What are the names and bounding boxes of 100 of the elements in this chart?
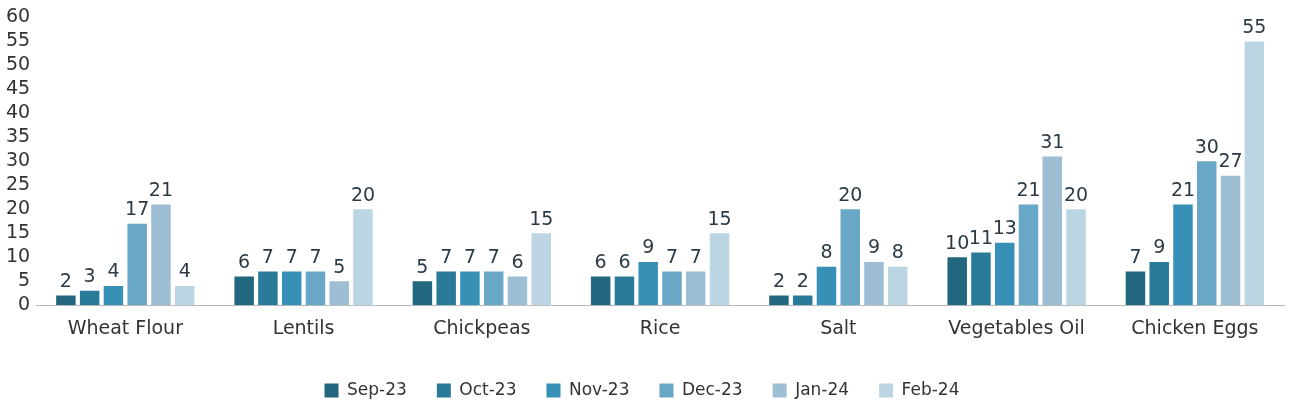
data-label: 9	[867, 235, 881, 258]
bar	[56, 295, 76, 306]
bar	[103, 286, 124, 306]
y-tick-label: 15	[5, 220, 31, 243]
legend-label: Dec-23	[681, 378, 743, 399]
x-tick-label: Lentils	[272, 315, 335, 338]
y-tick-label: 35	[5, 124, 31, 147]
data-label: 7	[689, 245, 702, 268]
bar	[971, 252, 991, 306]
legend-label: Oct-23	[459, 378, 517, 399]
data-label: 9	[1153, 235, 1166, 258]
x-tick-label: Chickpeas	[433, 315, 531, 338]
bar	[840, 209, 860, 306]
data-label: 7	[1129, 245, 1142, 268]
legend-label: Jan-24	[794, 378, 850, 399]
data-label: 7	[309, 245, 322, 268]
y-tick-label: 50	[5, 52, 31, 75]
y-tick-label: 60	[5, 4, 31, 27]
bar	[507, 276, 528, 306]
data-label: 8	[820, 240, 833, 263]
bar	[1018, 204, 1039, 306]
data-label: 2	[772, 269, 785, 292]
bar	[329, 281, 349, 306]
bar	[151, 204, 171, 306]
data-label: 7	[440, 245, 453, 268]
data-label: 21	[148, 177, 174, 200]
data-label: 2	[59, 269, 72, 292]
y-tick-label: 30	[5, 148, 31, 171]
data-label: 7	[463, 245, 476, 268]
bar	[686, 271, 706, 306]
bar	[888, 266, 908, 306]
bar	[353, 209, 373, 306]
bar	[638, 262, 658, 306]
data-label: 4	[107, 259, 120, 282]
data-label: 21	[1170, 177, 1196, 200]
bar	[483, 271, 504, 306]
data-label: 9	[642, 235, 655, 258]
bar	[436, 271, 456, 306]
data-label: 30	[1194, 134, 1219, 157]
x-tick-label: Salt	[820, 315, 857, 338]
legend-label: Feb-24	[901, 378, 960, 399]
data-label: 6	[618, 249, 631, 272]
bar	[531, 233, 551, 306]
bar	[1149, 262, 1169, 306]
x-tick-label: Rice	[639, 315, 681, 338]
bar	[662, 271, 682, 306]
data-label: 20	[1063, 182, 1089, 205]
bar	[1125, 271, 1146, 306]
data-label: 10	[945, 230, 970, 253]
data-label: 5	[416, 254, 429, 277]
data-label: 7	[487, 245, 500, 268]
bar	[127, 223, 147, 306]
bar	[281, 271, 302, 306]
data-label: 13	[992, 216, 1017, 239]
bar	[174, 286, 195, 306]
legend-label: Nov-23	[568, 378, 630, 399]
bar	[590, 276, 611, 306]
bar	[1042, 156, 1063, 306]
bar	[769, 295, 789, 306]
bar	[1197, 161, 1217, 306]
bar	[614, 276, 635, 306]
data-label: 3	[83, 264, 96, 287]
bar	[864, 262, 884, 306]
y-tick-label: 55	[5, 28, 31, 51]
bar	[709, 233, 730, 306]
y-tick-label: 20	[5, 196, 31, 219]
x-tick-label: Vegetables Oil	[948, 315, 1085, 338]
legend-label: Sep-23	[347, 378, 407, 399]
data-label: 15	[529, 206, 554, 229]
data-label: 27	[1218, 149, 1243, 172]
bar	[79, 290, 100, 306]
bar	[1173, 204, 1193, 306]
y-tick-label: 45	[5, 76, 31, 99]
data-label: 7	[261, 245, 274, 268]
data-label: 6	[594, 249, 607, 272]
bar	[412, 281, 433, 306]
data-label: 20	[350, 182, 376, 205]
bar	[305, 271, 326, 306]
bar	[816, 266, 837, 306]
data-label: 15	[707, 206, 732, 229]
bar	[1220, 175, 1241, 306]
data-label: 20	[838, 182, 863, 205]
bar	[234, 276, 254, 306]
data-label: 55	[1242, 14, 1267, 37]
data-label: 21	[1016, 177, 1041, 200]
data-label: 8	[891, 240, 904, 263]
data-label: 6	[238, 249, 251, 272]
y-tick-label: 5	[18, 268, 31, 291]
data-label: 31	[1040, 129, 1065, 152]
data-label: 7	[665, 245, 679, 268]
data-label: 6	[511, 249, 524, 272]
bar	[1066, 209, 1086, 306]
data-label: 4	[178, 259, 191, 282]
data-label: 11	[968, 225, 994, 248]
bar	[1244, 41, 1265, 306]
bar	[460, 271, 480, 306]
x-tick-label: Chicken Eggs	[1131, 315, 1259, 338]
y-tick-label: 10	[5, 244, 31, 267]
bar	[792, 295, 813, 306]
data-label: 7	[285, 245, 298, 268]
